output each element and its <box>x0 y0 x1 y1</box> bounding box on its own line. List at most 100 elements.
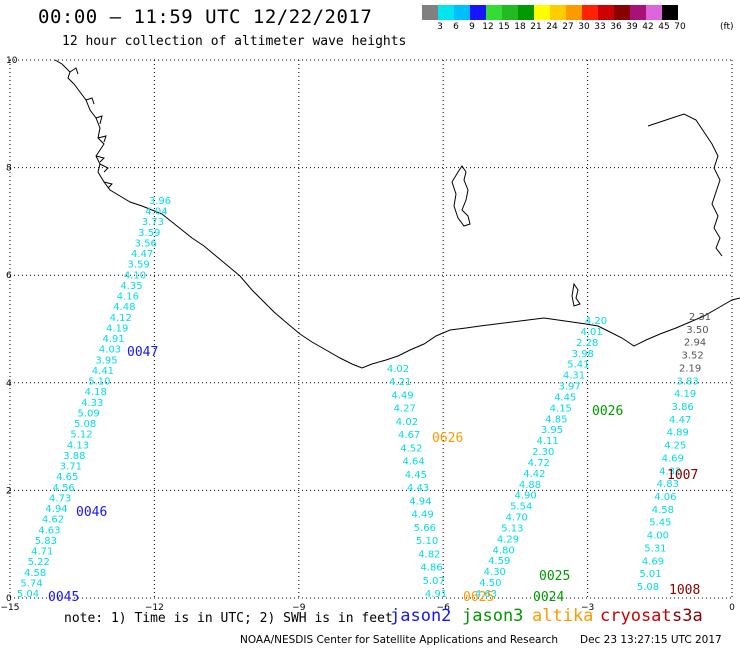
wave-height-value: 3.95 <box>95 355 117 366</box>
wave-height-value: 4.83 <box>657 479 679 490</box>
wave-height-value: 4.86 <box>420 563 442 574</box>
wave-height-value: 4.90 <box>514 491 536 502</box>
wave-height-value: 4.42 <box>523 469 545 480</box>
wave-height-value: 5.31 <box>644 543 666 554</box>
wave-height-value: 4.65 <box>56 472 78 483</box>
x-tick-label: −15 <box>1 603 20 613</box>
pass-label: 0024 <box>533 590 564 605</box>
wave-height-value: 4.03 <box>99 345 121 356</box>
wave-height-value: 4.45 <box>554 392 576 403</box>
northeast-coast-fragment <box>647 113 723 257</box>
y-tick-label: 10 <box>6 56 18 66</box>
wave-height-value: 5.54 <box>510 502 532 513</box>
colorbar-label: 15 <box>498 22 510 32</box>
x-tick-label: −3 <box>581 603 594 613</box>
niger-delta-outline <box>571 282 581 307</box>
wave-height-value: 4.32 <box>659 466 681 477</box>
wave-height-value: 3.56 <box>135 238 157 249</box>
legend-item: s3a <box>672 606 703 626</box>
colorbar-swatch: 33 <box>582 5 606 32</box>
wave-height-value: 2.28 <box>576 338 598 349</box>
colorbar-label: 36 <box>610 22 622 32</box>
wave-height-value: 4.63 <box>475 589 497 600</box>
wave-height-value: 4.00 <box>647 531 669 542</box>
wave-height-value: 4.72 <box>528 458 550 469</box>
generated-timestamp: Dec 23 13:27:15 UTC 2017 <box>580 634 722 646</box>
wave-height-value: 3.96 <box>149 196 171 207</box>
colorbar-label: 70 <box>674 22 686 32</box>
wave-height-value: 4.91 <box>425 589 447 600</box>
lake-volta-outline <box>451 165 471 227</box>
wave-height-value: 4.11 <box>536 436 558 447</box>
colorbar-swatch: 36 <box>598 5 622 32</box>
wave-height-value: 4.01 <box>580 327 602 338</box>
colorbar-swatch: 15 <box>486 5 510 32</box>
pass-label: 0045 <box>48 590 79 605</box>
wave-height-value: 4.12 <box>110 313 132 324</box>
wave-height-value: 4.02 <box>396 417 418 428</box>
wave-height-value: 4.47 <box>669 415 691 426</box>
colorbar-swatch: 6 <box>438 5 459 32</box>
wave-height-value: 3.71 <box>60 462 82 473</box>
wave-height-value: 4.73 <box>49 493 71 504</box>
wave-height-value: 3.88 <box>63 451 85 462</box>
colorbar-label: 3 <box>437 22 443 32</box>
wave-height-value: 5.01 <box>639 569 661 580</box>
colorbar-swatch: 18 <box>502 5 526 32</box>
colorbar-label: 27 <box>562 22 574 32</box>
wave-height-value: 4.29 <box>497 534 519 545</box>
wave-height-value: 5.41 <box>567 360 589 371</box>
x-tick-label: −9 <box>292 603 306 613</box>
wave-height-value: 4.70 <box>506 513 528 524</box>
wave-height-value: 4.94 <box>45 504 67 515</box>
x-tick-label: −6 <box>437 603 451 613</box>
y-tick-label: 8 <box>6 164 12 174</box>
colorbar-swatch: 30 <box>566 5 590 32</box>
colorbar-swatch: 45 <box>646 5 670 32</box>
pass-label: 0046 <box>76 505 107 520</box>
pass-label: 0025 <box>539 569 570 584</box>
colorbar-label: 12 <box>482 22 494 32</box>
wave-height-value: 4.89 <box>667 428 689 439</box>
wave-height-value: 3.73 <box>142 217 164 228</box>
pass-label: 0625 <box>463 590 494 605</box>
x-tick-label: −12 <box>145 603 164 613</box>
wave-height-value: 3.50 <box>686 325 708 336</box>
wave-height-value: 4.80 <box>492 545 514 556</box>
y-tick-label: 6 <box>6 271 12 281</box>
wave-height-value: 5.22 <box>28 557 50 568</box>
wave-height-value: 4.16 <box>117 292 139 303</box>
wave-height-value: 5.12 <box>70 430 92 441</box>
legend-item: jason2 <box>390 606 452 626</box>
coastline-detail-west <box>69 67 113 189</box>
wave-height-value: 5.13 <box>501 523 523 534</box>
wave-height-value: 4.19 <box>106 323 128 334</box>
wave-height-value: 4.20 <box>585 316 607 327</box>
colorbar-swatch: 70 <box>662 5 686 32</box>
wave-height-value: 2.19 <box>679 363 701 374</box>
wave-height-value: 5.08 <box>74 419 96 430</box>
wave-height-value: 2.31 <box>689 312 711 323</box>
pass-label: 0047 <box>127 345 158 360</box>
map-subtitle: 12 hour collection of altimeter wave hei… <box>62 34 407 49</box>
colorbar-swatch: 3 <box>422 5 443 32</box>
wave-height-value: 4.52 <box>400 443 422 454</box>
x-axis-ticks: −15 −12 −9 −6 −3 0 <box>1 603 736 613</box>
legend-item: altika <box>532 606 594 626</box>
wave-height-value: 4.27 <box>394 404 416 415</box>
wave-height-value: 4.41 <box>92 366 114 377</box>
wave-height-value: 4.35 <box>120 281 142 292</box>
map-title: 00:00 — 11:59 UTC 12/22/2017 <box>38 6 373 28</box>
pass-labels: 0047 0046 0045 0626 0625 0026 0025 0024 1007 1008 <box>48 345 700 605</box>
pass-label: 1008 <box>669 583 700 598</box>
wave-height-value: 4.56 <box>53 483 75 494</box>
wave-height-value: 4.88 <box>519 480 541 491</box>
pass-label: 1007 <box>667 468 698 483</box>
colorbar-swatch: 24 <box>534 5 558 32</box>
wave-height-value: 4.94 <box>409 496 431 507</box>
wave-height-value: 5.45 <box>649 518 671 529</box>
wave-height-value: 4.50 <box>479 578 501 589</box>
credit-text: NOAA/NESDIS Center for Satellite Applica… <box>240 634 558 646</box>
x-tick-label: 0 <box>729 603 735 613</box>
